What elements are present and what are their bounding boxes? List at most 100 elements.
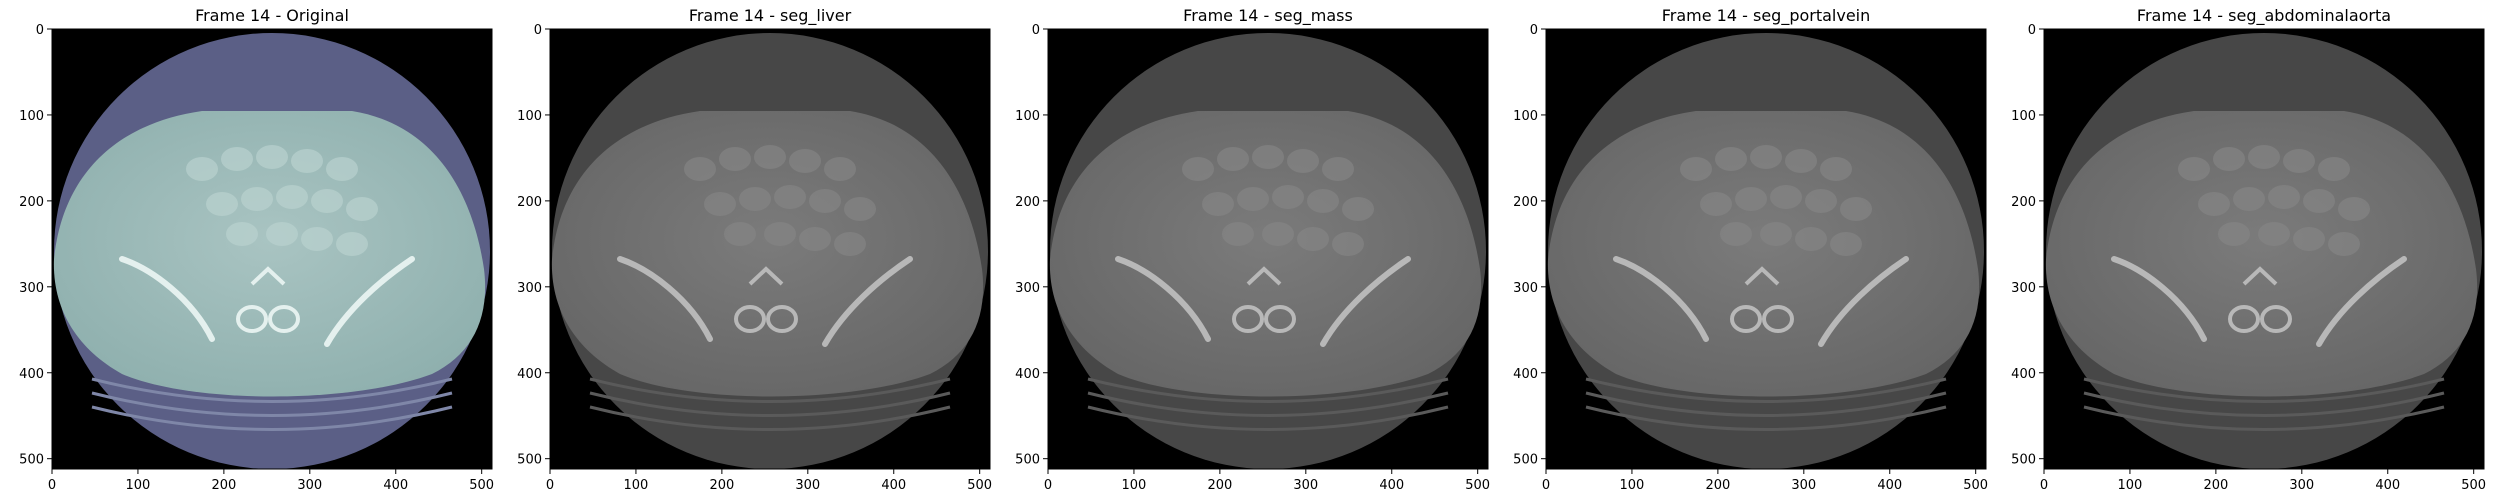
panel-title: Frame 14 - seg_mass xyxy=(1183,6,1353,26)
y-tick-label: 400 xyxy=(1513,367,1538,382)
table-arc xyxy=(1087,377,1449,403)
panel-2: Frame 14 - seg_mass 0 100 200 300 400 500 0 100 2… xyxy=(1015,6,1490,493)
bowel-loop xyxy=(764,222,796,246)
bowel-loop xyxy=(1680,157,1712,181)
table-arc xyxy=(1585,405,1947,431)
bowel-loop xyxy=(684,157,716,181)
panel-3: Frame 14 - seg_portalvein 0 100 200 300 400 50… xyxy=(1513,6,1988,493)
ct-slice-image xyxy=(53,33,490,469)
bowel-loop xyxy=(1262,222,1294,246)
y-tick-label: 200 xyxy=(19,195,44,210)
x-tick-label: 200 xyxy=(211,478,236,493)
vertebra-left xyxy=(2228,305,2260,333)
spinous-process xyxy=(1246,266,1282,286)
y-tick-label: 200 xyxy=(1015,195,1040,210)
table-arc xyxy=(589,391,951,417)
bowel-loop xyxy=(1342,197,1374,221)
y-tick-label: 100 xyxy=(2011,109,2036,124)
bowel-loop xyxy=(2258,222,2290,246)
vertebra-left xyxy=(1730,305,1762,333)
bowel-loop xyxy=(2268,185,2300,209)
x-tick-label: 200 xyxy=(709,478,734,493)
bowel-loop xyxy=(799,227,831,251)
bowel-loop xyxy=(2248,145,2280,169)
body-cross-section xyxy=(1547,111,1980,397)
x-tick-label: 400 xyxy=(2375,478,2400,493)
bowel-loop xyxy=(1287,149,1319,173)
table-arc xyxy=(589,405,951,431)
bowel-loop xyxy=(1735,187,1767,211)
x-tick-label: 100 xyxy=(1620,478,1645,493)
left-iliac-bone xyxy=(1613,256,1709,342)
bowel-loop xyxy=(311,189,343,213)
vertebra-right xyxy=(268,305,300,333)
x-tick-label: 400 xyxy=(383,478,408,493)
y-tick-label: 0 xyxy=(1032,23,1040,38)
y-tick-label: 0 xyxy=(36,23,44,38)
bowel-loop xyxy=(834,232,866,256)
body-cross-section xyxy=(551,111,984,397)
ct-slice-image xyxy=(2045,33,2482,469)
ct-slice-image xyxy=(1547,33,1984,469)
bowel-loop xyxy=(1820,157,1852,181)
body-cross-section xyxy=(2045,111,2478,397)
bowel-loop xyxy=(724,222,756,246)
bowel-loop xyxy=(1770,185,1802,209)
vertebra-right xyxy=(2260,305,2292,333)
left-iliac-bone xyxy=(2111,256,2207,342)
y-tick-label: 500 xyxy=(1015,453,1040,468)
bowel-loop xyxy=(2218,222,2250,246)
vertebra-right xyxy=(766,305,798,333)
x-tick-label: 400 xyxy=(1379,478,1404,493)
body-cross-section xyxy=(53,111,486,397)
x-tick-label: 100 xyxy=(1122,478,1147,493)
y-tick-label: 400 xyxy=(1015,367,1040,382)
x-tick-label: 200 xyxy=(1207,478,1232,493)
bowel-loop xyxy=(1272,185,1304,209)
y-tick-label: 400 xyxy=(2011,367,2036,382)
table-arc xyxy=(2083,391,2445,417)
table-arc xyxy=(1087,405,1449,431)
bowel-loop xyxy=(186,157,218,181)
x-tick-label: 0 xyxy=(1542,478,1550,493)
bowel-loop xyxy=(1830,232,1862,256)
panel-0: Frame 14 - Original 0 100 200 300 400 500 0 100 2… xyxy=(19,6,494,493)
bowel-loop xyxy=(2318,157,2350,181)
left-iliac-bone xyxy=(119,256,215,342)
bowel-loop xyxy=(1760,222,1792,246)
vertebra-right xyxy=(1264,305,1296,333)
bowel-loop xyxy=(809,189,841,213)
x-tick-label: 300 xyxy=(1791,478,1816,493)
bowel-loop xyxy=(226,222,258,246)
bowel-loop xyxy=(704,192,736,216)
x-tick-label: 0 xyxy=(1044,478,1052,493)
bowel-loop xyxy=(1252,145,1284,169)
vertebra-right xyxy=(1762,305,1794,333)
bowel-loop xyxy=(2283,149,2315,173)
x-tick-label: 0 xyxy=(48,478,56,493)
table-arc xyxy=(589,377,951,403)
bowel-loop xyxy=(1237,187,1269,211)
spinous-process xyxy=(748,266,784,286)
panel-title: Frame 14 - seg_portalvein xyxy=(1662,6,1871,26)
vertebra-left xyxy=(734,305,766,333)
bowel-loop xyxy=(1715,147,1747,171)
x-tick-label: 500 xyxy=(1963,478,1988,493)
y-tick-label: 300 xyxy=(517,281,542,296)
x-tick-label: 100 xyxy=(126,478,151,493)
right-iliac-bone xyxy=(822,256,913,347)
bowel-loop xyxy=(276,185,308,209)
bowel-loop xyxy=(1222,222,1254,246)
bowel-loop xyxy=(241,187,273,211)
bowel-loop xyxy=(1307,189,1339,213)
axes-frame xyxy=(1047,28,1489,470)
panel-title: Frame 14 - seg_liver xyxy=(689,6,852,26)
bowel-loop xyxy=(301,227,333,251)
panel-title: Frame 14 - Original xyxy=(195,6,349,25)
vertebra-left xyxy=(236,305,268,333)
table-arc xyxy=(1585,391,1947,417)
y-tick-label: 100 xyxy=(1015,109,1040,124)
bowel-loop xyxy=(2178,157,2210,181)
y-tick-label: 500 xyxy=(19,453,44,468)
